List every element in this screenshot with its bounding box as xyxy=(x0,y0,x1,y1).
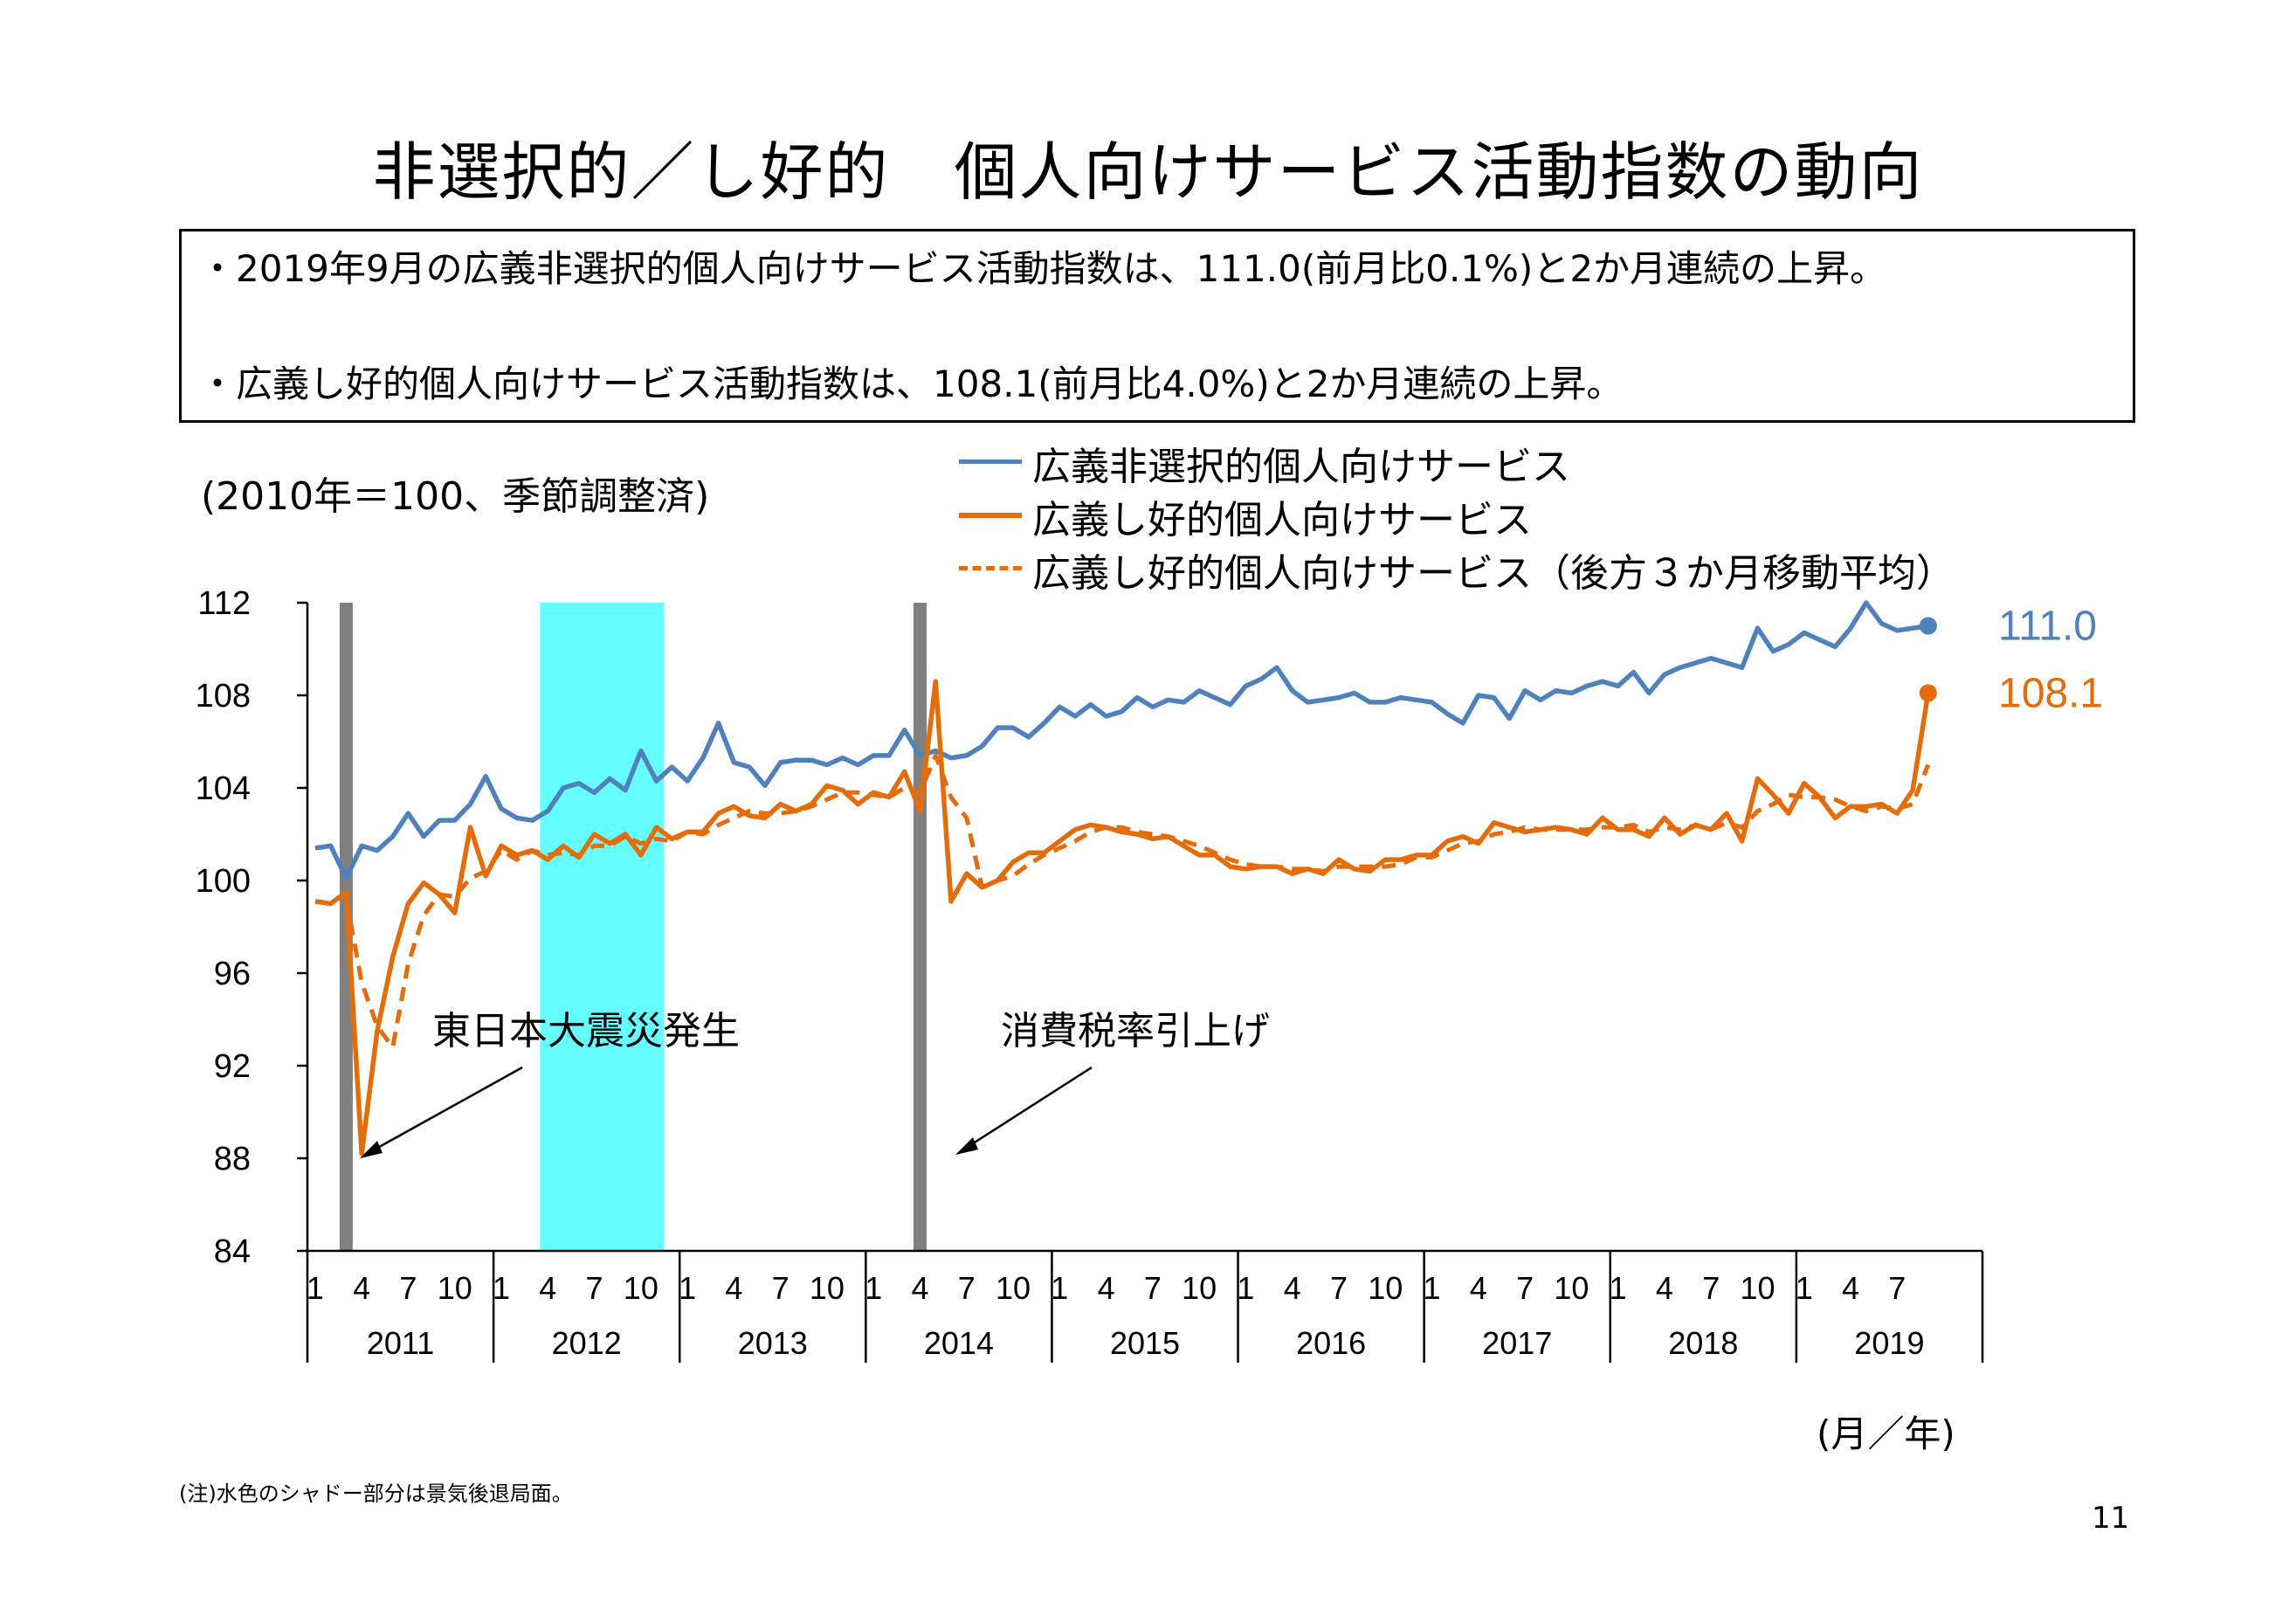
summary-bullet-nonselective: ・2019年9月の広義非選択的個人向けサービス活動指数は、111.0(前月比0.… xyxy=(199,247,1887,290)
end-value-label: 111.0 xyxy=(1998,604,2097,650)
x-month-label: 10 xyxy=(1182,1270,1217,1306)
x-year-label: 2018 xyxy=(1668,1325,1738,1361)
series-line xyxy=(314,679,1931,1157)
x-month-label: 4 xyxy=(1470,1270,1487,1306)
x-month-label: 7 xyxy=(399,1270,417,1306)
x-year-label: 2014 xyxy=(924,1325,994,1361)
x-month-label: 10 xyxy=(438,1270,472,1306)
x-month-label: 7 xyxy=(958,1270,976,1306)
end-marker xyxy=(1919,617,1937,635)
x-month-label: 4 xyxy=(725,1270,742,1306)
x-month-label: 4 xyxy=(911,1270,928,1306)
x-year-label: 2012 xyxy=(552,1325,622,1361)
x-month-label: 7 xyxy=(1330,1270,1348,1306)
x-month-label: 10 xyxy=(624,1270,658,1306)
annotation-arrow xyxy=(960,1066,1093,1153)
x-month-label: 1 xyxy=(1051,1270,1068,1306)
y-tick-label: 92 xyxy=(214,1048,251,1085)
legend-swatch-orange-solid xyxy=(959,513,1022,518)
page-title: 非選択的／し好的 個人向けサービス活動指数の動向 xyxy=(372,135,1924,209)
x-month-label: 7 xyxy=(1702,1270,1720,1306)
y-tick-label: 88 xyxy=(214,1141,251,1178)
arrow-head xyxy=(360,1141,383,1158)
x-month-label: 7 xyxy=(586,1270,603,1306)
x-year-label: 2011 xyxy=(367,1325,434,1361)
x-month-label: 7 xyxy=(1516,1270,1534,1306)
annotation-arrow xyxy=(364,1066,523,1157)
x-year-label: 2016 xyxy=(1296,1325,1366,1361)
legend-label: 広義し好的個人向けサービス xyxy=(1032,498,1532,542)
x-month-label: 4 xyxy=(1842,1270,1859,1306)
summary-box: ・2019年9月の広義非選択的個人向けサービス活動指数は、111.0(前月比0.… xyxy=(179,229,2135,423)
y-tick-label: 108 xyxy=(196,678,251,715)
y-tick-label: 84 xyxy=(214,1233,251,1270)
x-month-label: 7 xyxy=(772,1270,789,1306)
x-month-label: 4 xyxy=(1284,1270,1301,1306)
annotation-earthquake: 東日本大震災発生 xyxy=(432,1009,740,1053)
x-year-label: 2019 xyxy=(1854,1325,1924,1361)
legend-swatch-orange-dashed xyxy=(959,566,1022,570)
page-number: 11 xyxy=(2092,1501,2130,1536)
x-axis-unit: (月／年) xyxy=(1817,1412,1955,1455)
x-month-label: 1 xyxy=(1424,1270,1441,1306)
end-value-label: 108.1 xyxy=(1998,670,2103,716)
recession-shading xyxy=(540,603,665,1251)
x-year-label: 2015 xyxy=(1110,1325,1180,1361)
y-tick-label: 104 xyxy=(196,770,251,807)
arrow-head xyxy=(955,1137,978,1155)
y-tick-label: 112 xyxy=(197,585,251,622)
series-line xyxy=(314,600,1929,881)
summary-bullet-selective: ・広義し好的個人向けサービス活動指数は、108.1(前月比4.0%)と2か月連続… xyxy=(199,363,1624,405)
x-month-label: 7 xyxy=(1144,1270,1162,1306)
x-month-label: 1 xyxy=(493,1270,510,1306)
x-month-label: 4 xyxy=(353,1270,370,1306)
legend-swatch-blue-solid xyxy=(959,459,1022,464)
x-month-label: 4 xyxy=(1098,1270,1115,1306)
end-marker xyxy=(1919,684,1937,702)
x-month-label: 10 xyxy=(1740,1270,1775,1306)
footnote: (注)水色のシャドー部分は景気後退局面。 xyxy=(179,1481,573,1506)
x-month-label: 10 xyxy=(996,1270,1031,1306)
x-month-label: 7 xyxy=(1888,1270,1906,1306)
x-month-label: 1 xyxy=(679,1270,696,1306)
x-month-label: 1 xyxy=(1796,1270,1813,1306)
x-month-label: 4 xyxy=(1656,1270,1673,1306)
x-month-label: 10 xyxy=(1368,1270,1403,1306)
x-month-label: 10 xyxy=(1554,1270,1589,1306)
x-month-label: 1 xyxy=(307,1270,324,1306)
event-bar xyxy=(913,603,927,1251)
legend-label: 広義し好的個人向けサービス（後方３か月移動平均） xyxy=(1032,551,1955,596)
legend-label: 広義非選択的個人向けサービス xyxy=(1032,445,1570,489)
x-year-label: 2017 xyxy=(1482,1325,1552,1361)
annotation-tax-hike: 消費税率引上げ xyxy=(1001,1009,1270,1053)
y-tick-label: 96 xyxy=(214,956,251,992)
x-month-label: 1 xyxy=(1610,1270,1627,1306)
unit-note: (2010年＝100、季節調整済) xyxy=(201,474,710,519)
x-month-label: 1 xyxy=(865,1270,882,1306)
x-month-label: 10 xyxy=(810,1270,845,1306)
x-year-label: 2013 xyxy=(738,1325,808,1361)
x-month-label: 4 xyxy=(539,1270,556,1306)
x-month-label: 1 xyxy=(1237,1270,1254,1306)
y-tick-label: 100 xyxy=(196,863,251,900)
